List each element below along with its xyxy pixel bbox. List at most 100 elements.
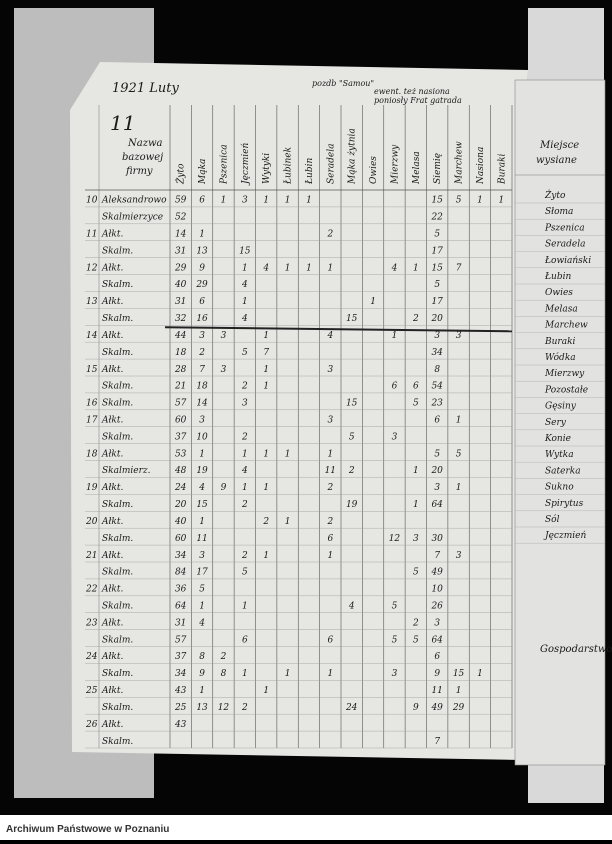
cell: 5 xyxy=(413,568,419,578)
row-name: Skalm. xyxy=(102,534,133,544)
row-name: Ałkt. xyxy=(101,449,123,459)
cell: 1 xyxy=(221,196,227,206)
cell: 15 xyxy=(431,196,443,206)
note: pozdb "Samou" xyxy=(312,79,374,88)
cell: 4 xyxy=(241,280,248,290)
row-header: bazowej xyxy=(122,152,163,163)
cell: 1 xyxy=(370,297,376,307)
cell: 1 xyxy=(327,669,333,679)
row-group: 16 xyxy=(86,399,98,409)
side-item: Konie xyxy=(544,434,571,444)
cell: 31 xyxy=(175,618,186,628)
cell: 4 xyxy=(391,263,398,273)
cell: 4 xyxy=(198,483,205,493)
cell: 13 xyxy=(196,246,208,256)
cell: 40 xyxy=(174,517,187,527)
note: poniosły Frat gatrada xyxy=(374,96,462,105)
column-header: Seradela xyxy=(326,144,336,185)
cell: 1 xyxy=(392,331,398,341)
cell: 9 xyxy=(413,703,419,713)
column-header: Jęczmień xyxy=(240,143,251,186)
side-item: Spirytus xyxy=(545,499,584,509)
cell: 1 xyxy=(477,196,483,206)
cell: 21 xyxy=(174,382,186,392)
sheet-number: 11 xyxy=(110,111,135,135)
side-item: Sukno xyxy=(545,483,574,493)
column-header: Mąka żytnia xyxy=(348,128,358,185)
cell: 8 xyxy=(221,669,227,679)
cell: 64 xyxy=(431,635,443,645)
side-header: Miejsce xyxy=(539,140,579,151)
cell: 14 xyxy=(175,230,187,240)
row-group: 21 xyxy=(85,551,97,561)
cell: 1 xyxy=(456,686,462,696)
side-item: Jęczmień xyxy=(543,530,586,541)
row-name: Skalm. xyxy=(102,382,133,392)
cell: 24 xyxy=(345,703,358,713)
side-item: Saterka xyxy=(545,466,581,476)
cell: 64 xyxy=(175,602,187,612)
cell: 3 xyxy=(221,365,227,375)
row-name: Skalm. xyxy=(102,669,133,679)
cell: 29 xyxy=(174,263,187,273)
cell: 1 xyxy=(413,263,419,273)
cell: 1 xyxy=(285,449,291,459)
cell: 6 xyxy=(434,416,440,426)
cell: 6 xyxy=(392,382,398,392)
cell: 5 xyxy=(434,280,440,290)
column-header: Wytyki xyxy=(262,153,272,184)
cell: 2 xyxy=(412,618,419,628)
cell: 3 xyxy=(242,399,248,409)
side-item: Gęsiny xyxy=(545,402,577,412)
cell: 3 xyxy=(199,331,205,341)
cell: 15 xyxy=(239,246,251,256)
cell: 1 xyxy=(285,669,291,679)
cell: 18 xyxy=(196,382,208,392)
side-item: Sery xyxy=(545,418,567,428)
cell: 1 xyxy=(242,483,248,493)
cell: 34 xyxy=(175,669,187,679)
column-header: Mierzwy xyxy=(390,144,400,185)
cell: 1 xyxy=(199,230,205,240)
column-header: Żyto xyxy=(175,163,187,185)
cell: 2 xyxy=(241,551,248,561)
cell: 4 xyxy=(241,314,248,324)
row-name: Ałkt. xyxy=(101,585,123,595)
cell: 2 xyxy=(198,348,205,358)
cell: 17 xyxy=(431,246,443,256)
row-name: Skalm. xyxy=(102,703,133,713)
cell: 3 xyxy=(434,618,440,628)
strike-line xyxy=(164,326,513,333)
cell: 11 xyxy=(196,534,207,544)
cell: 4 xyxy=(348,602,355,612)
cell: 1 xyxy=(306,263,312,273)
row-name: Skalm. xyxy=(102,246,133,256)
cell: 1 xyxy=(263,449,269,459)
cell: 5 xyxy=(413,635,419,645)
cell: 3 xyxy=(392,669,398,679)
cell: 49 xyxy=(430,568,443,578)
cell: 6 xyxy=(434,652,440,662)
column-header: Melasa xyxy=(412,151,422,185)
cell: 5 xyxy=(242,348,248,358)
side-item: Łubin xyxy=(544,272,571,282)
side-item: Sól xyxy=(545,514,560,525)
row-header: firmy xyxy=(125,166,153,177)
cell: 19 xyxy=(346,500,358,510)
cell: 34 xyxy=(431,348,443,358)
cell: 2 xyxy=(241,432,248,442)
cell: 1 xyxy=(242,669,248,679)
column-header: Łubin xyxy=(305,158,315,185)
column-header: Pszenica xyxy=(219,144,229,185)
row-group: 20 xyxy=(85,517,98,527)
cell: 31 xyxy=(175,297,186,307)
cell: 3 xyxy=(221,331,227,341)
cell: 1 xyxy=(477,669,483,679)
cell: 20 xyxy=(174,500,187,510)
row-name: Ałkt. xyxy=(101,551,123,561)
cell: 20 xyxy=(430,466,443,476)
row-name: Skalm. xyxy=(102,280,133,290)
cell: 4 xyxy=(262,263,269,273)
side-item: Wytka xyxy=(545,450,574,460)
row-name: Ałkt. xyxy=(101,297,123,307)
